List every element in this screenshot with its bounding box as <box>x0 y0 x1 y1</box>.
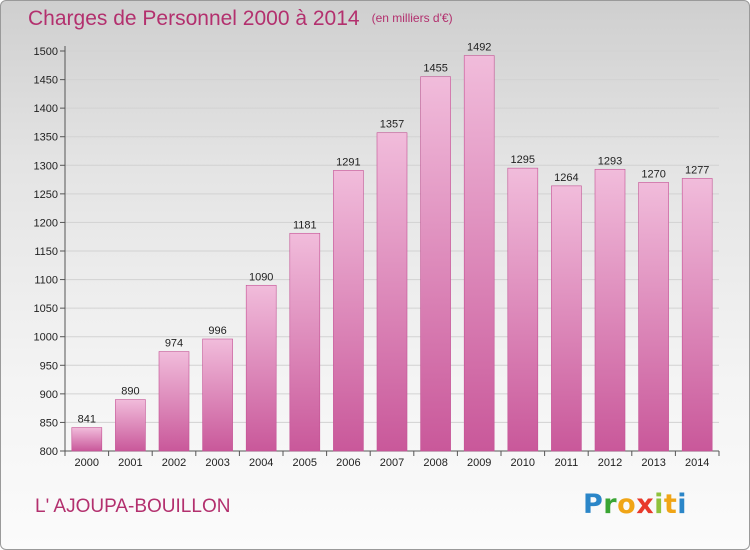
bar-2005 <box>289 232 321 452</box>
data-label: 1293 <box>598 155 622 167</box>
x-tick-label: 2007 <box>380 457 404 469</box>
y-tick-label: 1200 <box>34 217 58 229</box>
bar-2011 <box>551 185 582 452</box>
x-tick-label: 2012 <box>598 457 622 469</box>
y-tick-label: 1400 <box>34 103 58 115</box>
y-tick-label: 1300 <box>34 160 58 172</box>
label-layer: 841 890 974 996 1090 1181 1291 1357 1455 1492 1295… <box>78 42 710 426</box>
bar-2007 <box>376 132 408 452</box>
chart-title: Charges de Personnel 2000 à 2014 (en mill… <box>28 7 453 31</box>
x-tick-label: 2013 <box>641 457 665 469</box>
x-tick-label: 2014 <box>685 457 709 469</box>
bar-2004 <box>245 284 277 452</box>
y-tick-label: 800 <box>40 446 58 458</box>
x-tick-label: 2000 <box>75 457 99 469</box>
x-tick-label: 2003 <box>205 457 229 469</box>
y-tick-label: 1500 <box>34 46 58 58</box>
y-tick-label: 1250 <box>34 189 58 201</box>
data-label: 1492 <box>467 42 491 54</box>
bar-2010 <box>507 167 539 452</box>
logo-letter: i <box>654 489 664 520</box>
data-label: 1264 <box>554 172 578 184</box>
data-label: 1295 <box>511 154 535 166</box>
logo-letter: t <box>663 489 678 520</box>
y-tick-label: 1050 <box>34 303 58 315</box>
data-label: 1270 <box>641 168 665 180</box>
logo-letter: x <box>636 489 655 520</box>
bar-2009 <box>463 55 495 452</box>
proxiti-logo: Proxiti <box>583 489 687 520</box>
chart-unit: (en milliers d'€) <box>371 11 453 25</box>
bar-2001 <box>115 399 146 452</box>
commune-name: L' AJOUPA-BOUILLON <box>35 496 231 517</box>
bar-2003 <box>202 338 233 452</box>
bar-layer <box>71 55 713 452</box>
data-label: 841 <box>78 414 96 426</box>
x-tick-label: 2006 <box>336 457 360 469</box>
x-tick-label: 2002 <box>162 457 186 469</box>
bar-2008 <box>420 76 451 452</box>
data-label: 1181 <box>293 219 317 231</box>
x-tick-label: 2011 <box>555 457 579 469</box>
y-tick-label: 1450 <box>34 75 58 87</box>
y-tick-label: 900 <box>40 389 58 401</box>
y-tick-label: 1000 <box>34 332 58 344</box>
bar-2012 <box>594 168 626 452</box>
chart-title-text: Charges de Personnel 2000 à 2014 <box>28 7 360 30</box>
x-tick-label: 2004 <box>249 457 273 469</box>
data-label: 1090 <box>249 271 273 283</box>
logo-letter: i <box>677 489 688 520</box>
y-tick-label: 850 <box>40 417 58 429</box>
logo-letter: r <box>603 489 618 520</box>
bar-2014 <box>681 178 713 452</box>
data-label: 1455 <box>423 63 447 75</box>
y-tick-label: 1350 <box>34 132 58 144</box>
data-label: 1291 <box>336 156 360 168</box>
data-label: 996 <box>208 325 226 337</box>
bar-2002 <box>158 351 190 452</box>
x-tick-label: 2001 <box>118 457 142 469</box>
x-tick-label: 2008 <box>423 457 447 469</box>
bar-2013 <box>638 182 669 452</box>
y-tick-label: 1100 <box>34 275 58 287</box>
data-label: 974 <box>165 338 183 350</box>
data-label: 1357 <box>380 119 404 131</box>
y-tick-label: 1150 <box>34 246 58 258</box>
y-tick-label: 950 <box>40 360 58 372</box>
logo-letter: P <box>583 489 604 520</box>
bar-2006 <box>333 170 364 452</box>
x-tick-label: 2010 <box>511 457 535 469</box>
data-label: 890 <box>121 386 139 398</box>
bar-2000 <box>71 427 103 452</box>
x-tick-label: 2009 <box>467 457 491 469</box>
data-label: 1277 <box>685 164 709 176</box>
x-tick-label: 2005 <box>293 457 317 469</box>
logo-letter: o <box>617 489 637 520</box>
